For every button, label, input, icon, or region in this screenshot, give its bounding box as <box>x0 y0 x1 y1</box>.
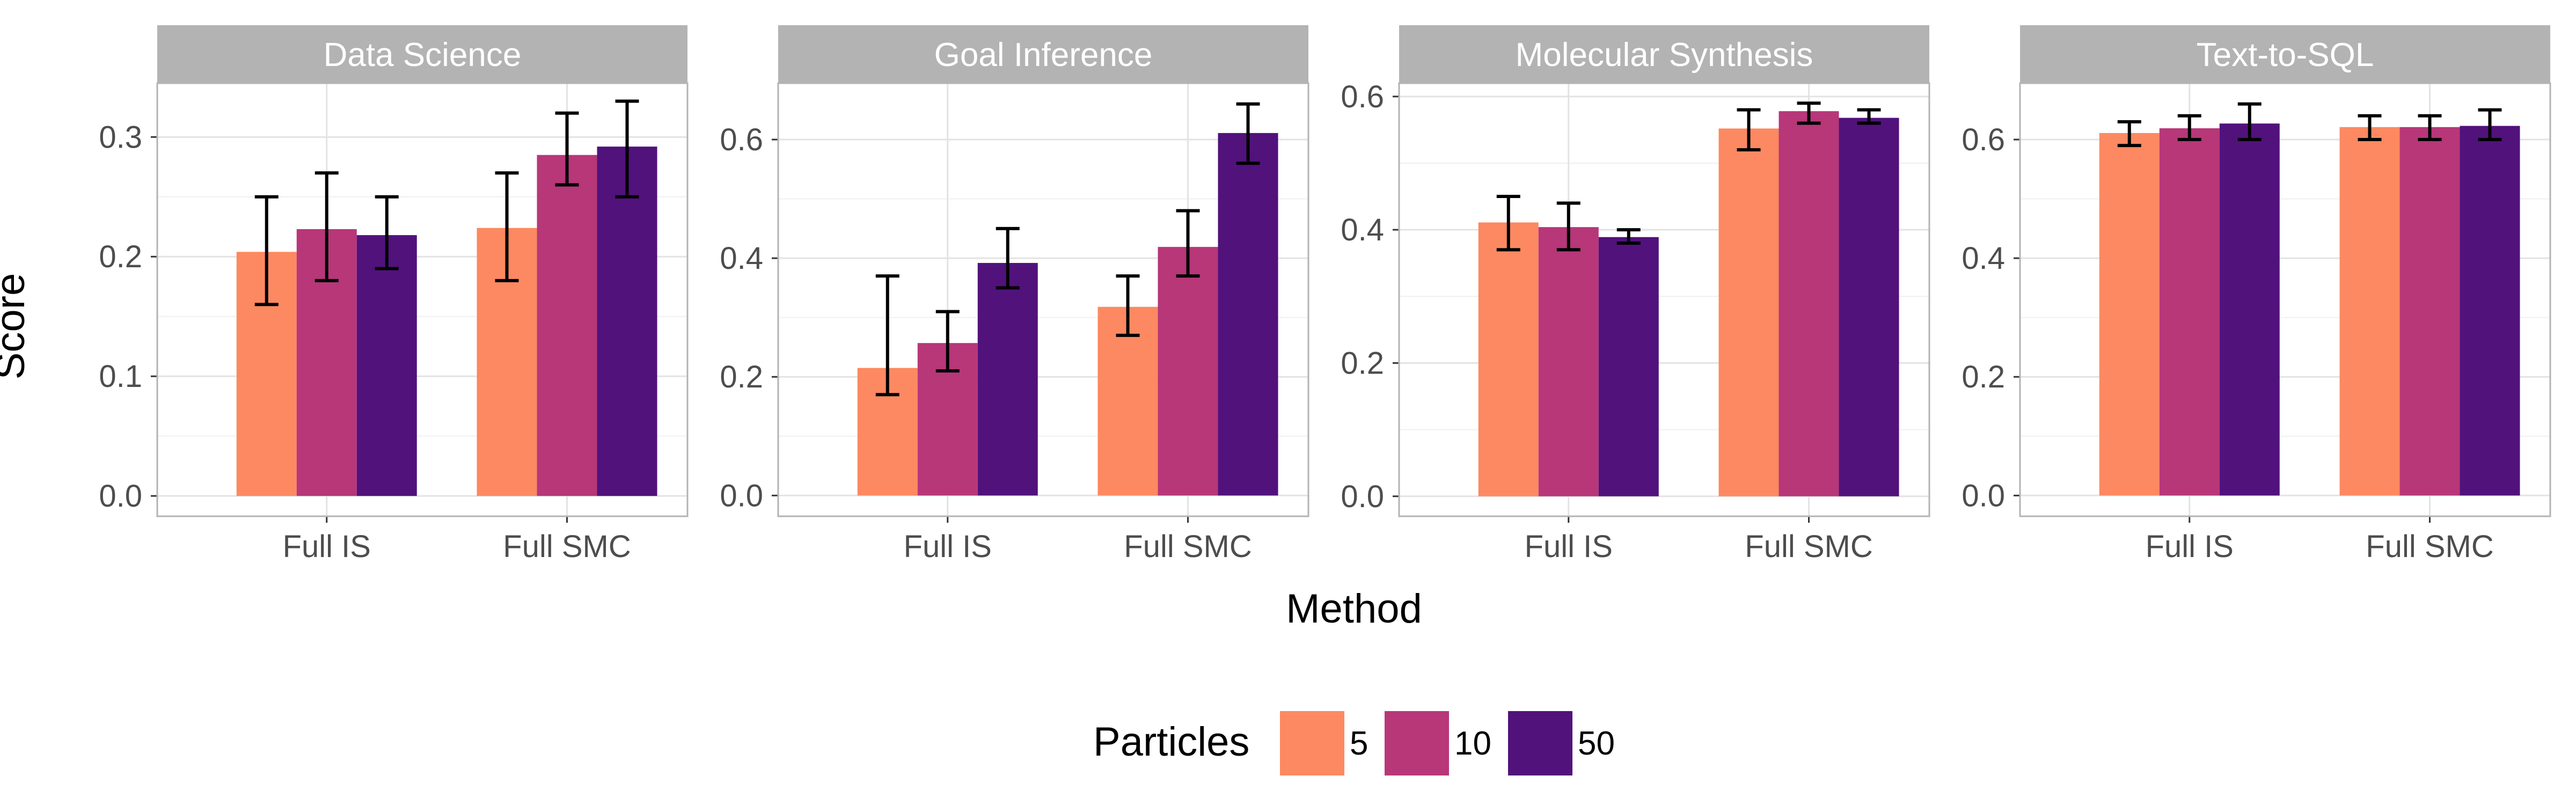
bar-text-to-sql-full-is-p5 <box>2099 133 2160 496</box>
error-bar-molecular-synthesis-full-smc-p10 <box>1797 101 1821 125</box>
error-bar-goal-inference-full-smc-p50 <box>1236 102 1260 165</box>
strip-data-science <box>157 25 687 83</box>
error-bar-text-to-sql-full-is-p5 <box>2117 120 2141 148</box>
strip-molecular-synthesis <box>1399 25 1929 83</box>
bar-goal-inference-full-smc-p5 <box>1097 306 1158 496</box>
x-tick-label-full-smc: Full SMC <box>1745 529 1872 564</box>
x-tick-label-full-smc: Full SMC <box>503 529 631 564</box>
error-bar-goal-inference-full-is-p50 <box>996 226 1020 290</box>
error-bar-molecular-synthesis-full-is-p50 <box>1616 228 1641 245</box>
bar-text-to-sql-full-is-p10 <box>2159 128 2220 496</box>
x-tick-label-full-is: Full IS <box>283 529 371 564</box>
panel-border-goal-inference <box>777 82 1309 517</box>
error-bar-goal-inference-full-is-p10 <box>935 310 960 373</box>
strip-goal-inference <box>778 25 1308 83</box>
y-tick-label: 0.6 <box>1341 79 1384 114</box>
bar-molecular-synthesis-full-is-p5 <box>1478 222 1539 496</box>
x-tick-label-full-is: Full IS <box>1525 529 1613 564</box>
legend-title: Particles <box>1093 719 1249 765</box>
error-bar-data-science-full-smc-p5 <box>495 171 519 282</box>
panel-border-data-science <box>156 82 689 517</box>
error-bar-molecular-synthesis-full-is-p5 <box>1496 195 1520 252</box>
error-bar-goal-inference-full-smc-p10 <box>1176 209 1200 278</box>
y-axis-title: Score <box>0 273 33 380</box>
panel-goal-inference: Goal Inference 0.0 0.2 0.4 0.6 Full IS Full SM… <box>720 25 1309 564</box>
x-tick-label-full-is: Full IS <box>904 529 992 564</box>
error-bar-goal-inference-full-is-p5 <box>875 274 899 397</box>
panel-molecular-synthesis: Molecular Synthesis 0.0 0.2 0.4 0.6 Full IS Fu… <box>1341 25 1930 564</box>
bar-text-to-sql-full-smc-p10 <box>2399 127 2460 496</box>
y-tick-label: 0.6 <box>720 122 763 157</box>
error-bar-data-science-full-is-p50 <box>375 195 399 270</box>
y-tick-label: 0.4 <box>1341 213 1384 247</box>
bar-data-science-full-is-p50 <box>356 235 417 496</box>
strip-text-to-sql <box>2020 25 2550 83</box>
y-tick-label: 0.4 <box>1962 241 2005 276</box>
strip-title-data-science: Data Science <box>324 36 522 74</box>
bar-text-to-sql-full-smc-p5 <box>2339 127 2400 496</box>
error-bar-molecular-synthesis-full-is-p10 <box>1556 201 1580 252</box>
strip-title-text-to-sql: Text-to-SQL <box>2197 36 2374 74</box>
panel-text-to-sql: Text-to-SQL 0.0 0.2 0.4 0.6 Full IS Full SMC <box>1962 25 2551 564</box>
bar-text-to-sql-full-smc-p50 <box>2460 126 2520 496</box>
error-bar-molecular-synthesis-full-smc-p5 <box>1737 108 1761 152</box>
x-axis-title: Method <box>1286 586 1422 632</box>
panel-border-text-to-sql <box>2019 82 2551 517</box>
error-bar-molecular-synthesis-full-smc-p50 <box>1857 108 1881 125</box>
error-bar-goal-inference-full-smc-p5 <box>1116 274 1140 337</box>
bar-goal-inference-full-is-p50 <box>977 262 1038 496</box>
y-tick-label: 0.4 <box>720 241 763 276</box>
error-bar-data-science-full-is-p10 <box>314 171 339 282</box>
x-tick-label-full-is: Full IS <box>2146 529 2234 564</box>
error-bar-data-science-full-smc-p10 <box>555 111 579 187</box>
legend-label-50: 50 <box>1578 725 1615 762</box>
bar-text-to-sql-full-is-p50 <box>2219 123 2280 496</box>
error-bar-data-science-full-is-p5 <box>254 195 279 306</box>
bar-data-science-full-smc-p10 <box>537 155 597 496</box>
error-bar-data-science-full-smc-p50 <box>615 99 639 199</box>
legend-key-10 <box>1385 711 1449 775</box>
y-tick-label: 0.3 <box>99 120 142 155</box>
x-tick-label-full-smc: Full SMC <box>2366 529 2493 564</box>
bar-molecular-synthesis-full-smc-p5 <box>1718 128 1779 496</box>
strip-title-goal-inference: Goal Inference <box>934 36 1153 74</box>
legend-key-5 <box>1280 711 1344 775</box>
y-tick-label: 0.0 <box>1341 479 1384 514</box>
panel-border-molecular-synthesis <box>1398 82 1930 517</box>
y-tick-label: 0.0 <box>99 479 142 514</box>
panel-data-science: Data Science 0.0 0.1 0.2 0.3 Full IS Full SMC <box>99 25 689 564</box>
bar-goal-inference-full-smc-p50 <box>1218 133 1278 496</box>
error-bar-text-to-sql-full-is-p10 <box>2177 114 2201 142</box>
legend-label-5: 5 <box>1350 725 1368 762</box>
error-bar-text-to-sql-full-smc-p5 <box>2358 114 2382 142</box>
error-bar-text-to-sql-full-smc-p10 <box>2418 114 2442 142</box>
bar-molecular-synthesis-full-is-p10 <box>1538 227 1599 496</box>
x-tick-label-full-smc: Full SMC <box>1124 529 1252 564</box>
legend: Particles 5 10 50 <box>1093 711 1615 775</box>
bar-molecular-synthesis-full-smc-p10 <box>1779 111 1839 496</box>
y-tick-label: 0.2 <box>1962 360 2005 394</box>
y-tick-label: 0.6 <box>1962 122 2005 157</box>
y-tick-label: 0.2 <box>1341 346 1384 380</box>
error-bar-text-to-sql-full-is-p50 <box>2237 102 2262 142</box>
legend-label-10: 10 <box>1454 725 1491 762</box>
legend-key-50 <box>1508 711 1572 775</box>
error-bar-text-to-sql-full-smc-p50 <box>2478 108 2502 142</box>
bar-goal-inference-full-smc-p10 <box>1158 247 1218 496</box>
bar-molecular-synthesis-full-smc-p50 <box>1839 118 1899 496</box>
y-tick-label: 0.0 <box>1962 478 2005 513</box>
y-tick-label: 0.2 <box>99 239 142 274</box>
strip-title-molecular-synthesis: Molecular Synthesis <box>1516 36 1813 74</box>
y-tick-label: 0.0 <box>720 478 763 513</box>
bar-molecular-synthesis-full-is-p50 <box>1598 237 1659 496</box>
y-tick-label: 0.2 <box>720 360 763 394</box>
bar-data-science-full-smc-p50 <box>597 147 657 496</box>
y-tick-label: 0.1 <box>99 359 142 394</box>
